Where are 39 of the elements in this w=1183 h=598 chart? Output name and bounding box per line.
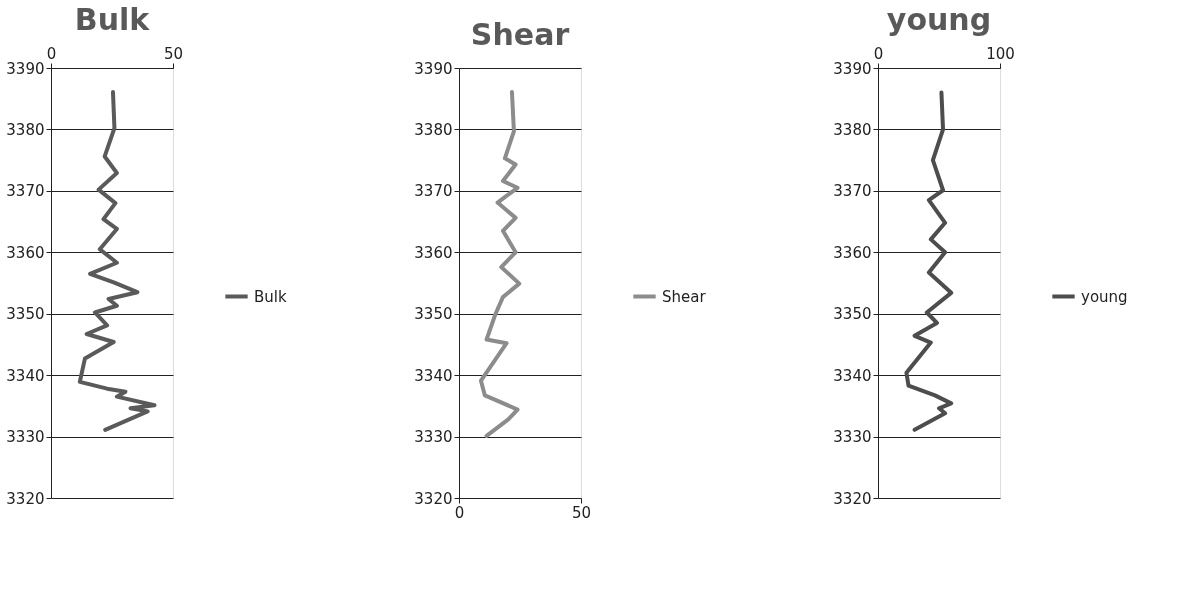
y-tick-label: 3350 bbox=[6, 305, 45, 324]
y-tick-label: 3360 bbox=[414, 243, 453, 262]
y-tick-label: 3390 bbox=[6, 59, 45, 78]
x-tick-label: 100 bbox=[986, 44, 1015, 63]
x-tick-label: 0 bbox=[46, 44, 57, 63]
y-tick-label: 3390 bbox=[414, 59, 453, 78]
y-tick-label: 3340 bbox=[6, 366, 45, 385]
x-tick-label: 50 bbox=[163, 44, 184, 63]
y-tick-label: 3320 bbox=[833, 489, 872, 508]
chart-title: Bulk bbox=[74, 2, 151, 37]
x-tick-label: 0 bbox=[454, 503, 465, 522]
y-tick-label: 3330 bbox=[833, 428, 872, 447]
x-tick-label: 50 bbox=[571, 503, 592, 522]
line-series bbox=[478, 89, 522, 438]
y-tick-label: 3340 bbox=[414, 366, 453, 385]
y-tick-label: 3330 bbox=[414, 428, 453, 447]
chart-title: Shear bbox=[470, 17, 570, 52]
y-tick-label: 3350 bbox=[833, 305, 872, 324]
legend-label: Shear bbox=[662, 287, 707, 306]
line-series bbox=[904, 90, 954, 432]
x-tick-label: 0 bbox=[873, 44, 884, 63]
y-tick-label: 3380 bbox=[833, 120, 872, 139]
y-tick-label: 3380 bbox=[6, 120, 45, 139]
chart-title: young bbox=[886, 2, 992, 37]
legend-label: Bulk bbox=[254, 287, 287, 306]
y-tick-label: 3380 bbox=[414, 120, 453, 139]
y-tick-label: 3370 bbox=[833, 182, 872, 201]
y-tick-label: 3340 bbox=[833, 366, 872, 385]
y-tick-label: 3370 bbox=[6, 182, 45, 201]
y-tick-label: 3360 bbox=[833, 243, 872, 262]
y-tick-label: 3350 bbox=[414, 305, 453, 324]
y-tick-label: 3320 bbox=[6, 489, 45, 508]
y-tick-label: 3360 bbox=[6, 243, 45, 262]
y-tick-label: 3390 bbox=[833, 59, 872, 78]
y-tick-label: 3370 bbox=[414, 182, 453, 201]
y-tick-label: 3330 bbox=[6, 428, 45, 447]
y-tick-label: 3320 bbox=[414, 489, 453, 508]
line-series bbox=[77, 89, 157, 432]
legend-label: young bbox=[1081, 287, 1128, 306]
